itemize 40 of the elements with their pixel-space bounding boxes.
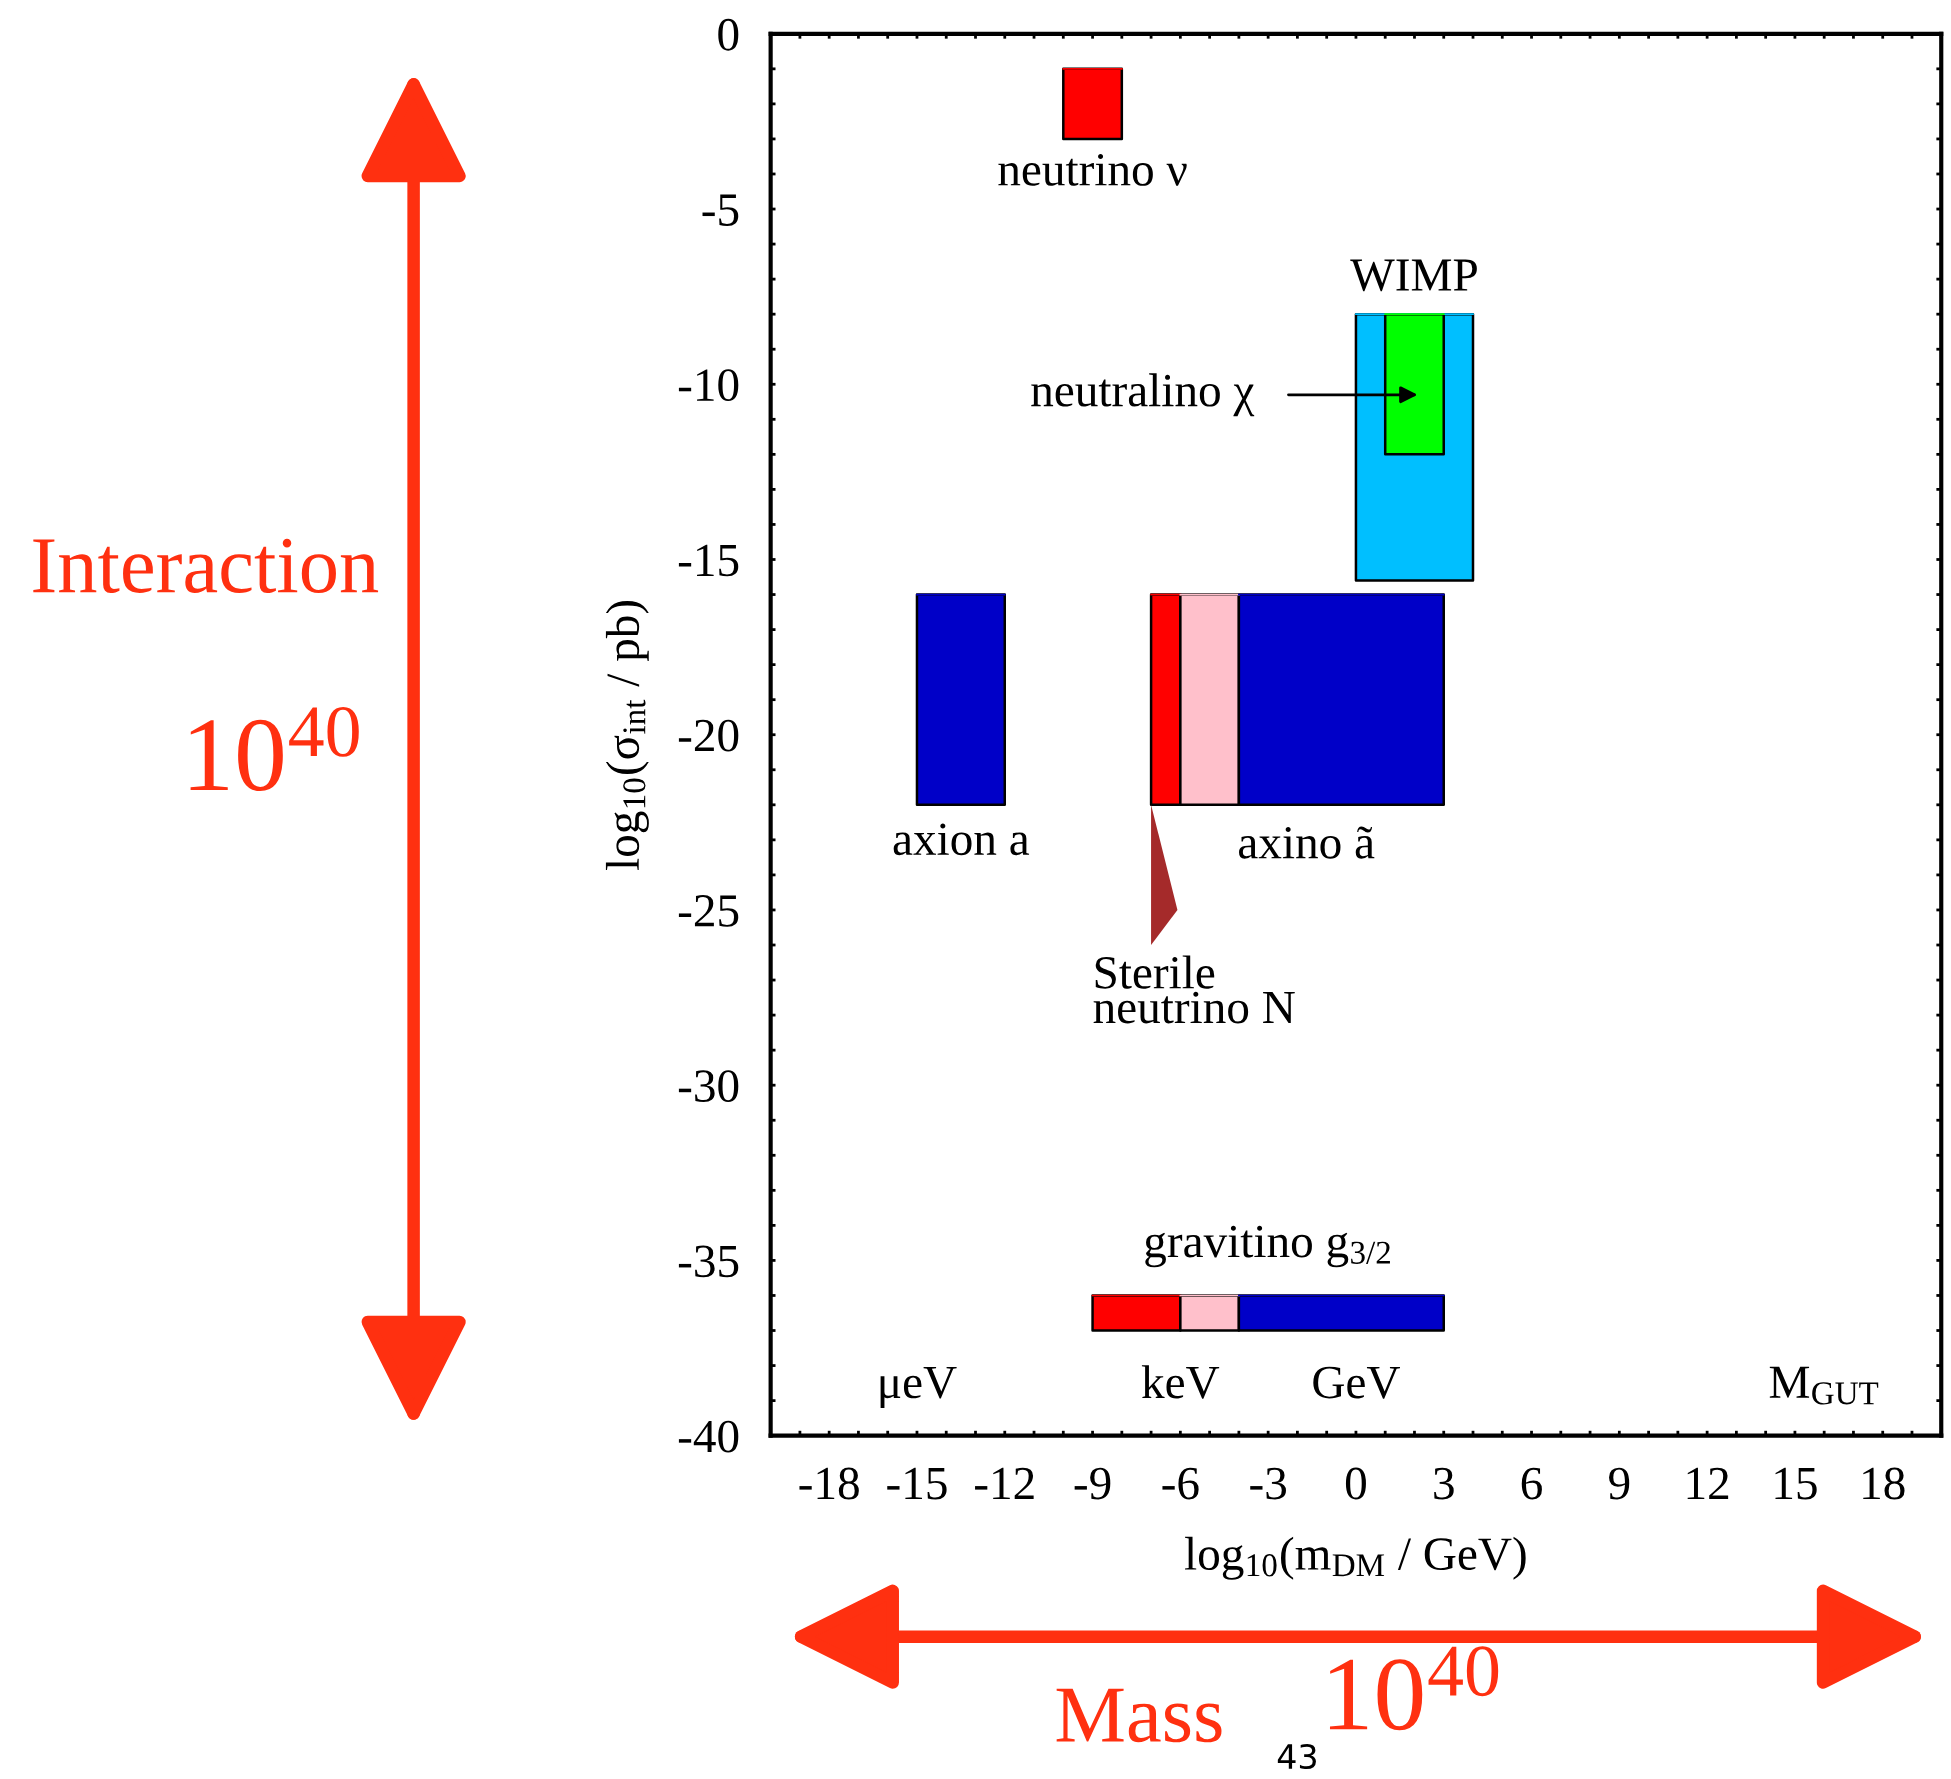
x-tick-label: 15: [1775, 1467, 1817, 1500]
text: Interaction: [33, 538, 379, 593]
annotation: axion a: [893, 823, 1030, 856]
y-tick-label: -25: [678, 895, 739, 927]
y-axis-title: log$_{10}$(σ$_{int}$ / pb): [605, 600, 649, 871]
x-tick-label: 12: [1687, 1467, 1729, 1499]
text: 43: [1277, 1743, 1316, 1770]
x-tick-label: 0: [1345, 1467, 1366, 1500]
x-tick-label: -15: [887, 1467, 947, 1500]
y-tick-label: -35: [678, 1245, 739, 1278]
y-tick-label: -40: [678, 1420, 739, 1453]
text: 10$^{40}$: [1329, 1646, 1499, 1731]
y-tick-label: -5: [702, 194, 739, 226]
x-tick-label: 6: [1521, 1467, 1542, 1500]
y-tick-label: -30: [678, 1070, 739, 1103]
annotation: M$_{GUT}$: [1769, 1366, 1879, 1405]
annotation: μeV: [880, 1366, 957, 1408]
annotation: WIMP: [1350, 259, 1477, 292]
annotation: Sterile neutrino N: [1093, 955, 1295, 1024]
y-tick-label: 0: [718, 18, 739, 51]
annotation: GeV: [1313, 1366, 1400, 1399]
annotation: neutrino ν: [998, 154, 1187, 186]
x-tick-label: -3: [1250, 1467, 1286, 1500]
y-tick-label: -10: [678, 369, 739, 402]
x-tick-label: -18: [799, 1467, 859, 1500]
x-tick-label: 18: [1863, 1467, 1905, 1500]
annotation: axino ã: [1239, 826, 1375, 859]
text: 10$^{40}$: [190, 706, 359, 792]
x-tick-label: 3: [1434, 1467, 1454, 1500]
x-tick-label: -6: [1162, 1467, 1199, 1500]
y-tick-label: -15: [678, 544, 739, 577]
x-tick-label: 9: [1609, 1467, 1630, 1500]
y-tick-label: -20: [678, 719, 739, 752]
x-tick-label: -12: [975, 1467, 1034, 1499]
annotation: neutralino χ: [1031, 373, 1255, 417]
x-axis-title: log$_{10}$(m$_{DM}$ / GeV): [1185, 1536, 1526, 1580]
text: Mass: [1056, 1688, 1222, 1743]
x-tick-label: -9: [1074, 1467, 1111, 1500]
annotation: keV: [1141, 1365, 1220, 1399]
annotation: gravitino g$_{3/2}$: [1145, 1225, 1390, 1268]
